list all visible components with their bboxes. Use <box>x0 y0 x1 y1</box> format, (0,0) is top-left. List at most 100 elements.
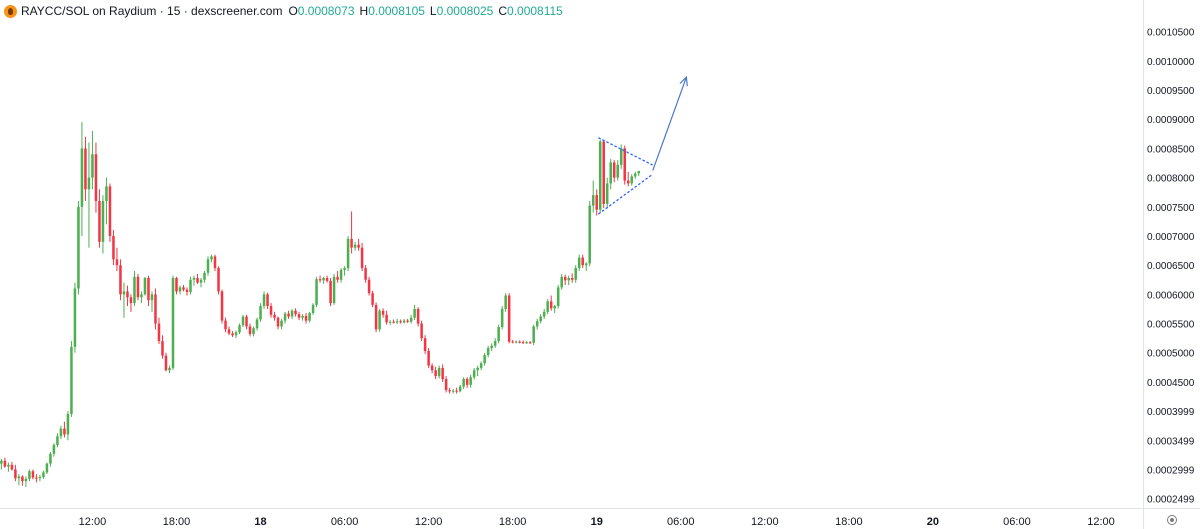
candle-body <box>168 367 171 371</box>
candle-up <box>497 324 500 344</box>
candle-up <box>378 308 381 332</box>
candle-down <box>357 238 360 251</box>
token-logo-icon <box>4 4 17 18</box>
candle-down <box>108 183 112 242</box>
candle-body <box>49 453 52 464</box>
candle-up <box>87 142 91 248</box>
candle-up <box>91 130 94 190</box>
candle-body <box>234 332 238 336</box>
candle-body <box>189 279 192 293</box>
candle-up <box>591 180 595 213</box>
candle-body <box>455 390 458 392</box>
candle-body <box>70 346 73 415</box>
candle-down <box>455 387 458 394</box>
candle-body <box>637 170 640 174</box>
candle-up <box>458 384 462 393</box>
candle-body <box>409 317 413 322</box>
candle-body <box>150 294 154 301</box>
candle-body <box>570 278 574 280</box>
candle-down <box>360 242 364 272</box>
candle-body <box>500 308 504 328</box>
symbol-title[interactable]: RAYCC/SOL on Raydium · 15 · dexscreener.… <box>21 4 283 18</box>
candle-down <box>511 339 514 344</box>
candle-up <box>609 158 612 190</box>
candle-up <box>168 365 171 374</box>
time-tick-label: 18:00 <box>835 516 863 528</box>
candle-body <box>80 148 84 207</box>
candle-body <box>504 295 507 309</box>
candle-body <box>56 436 59 445</box>
candle-body <box>535 321 539 327</box>
chart-settings-icon[interactable] <box>1167 515 1177 525</box>
candle-body <box>262 294 266 307</box>
candle-down <box>448 387 451 394</box>
candle-up <box>283 311 287 324</box>
time-tick-label: 12:00 <box>751 516 779 528</box>
candle-down <box>220 289 224 324</box>
candle-body <box>605 183 609 204</box>
candle-body <box>609 162 612 184</box>
candle-body <box>217 268 220 292</box>
candle-up <box>308 311 311 323</box>
candle-up <box>259 303 262 322</box>
candle-body <box>63 428 66 435</box>
price-tick-label: 0.0010000 <box>1147 57 1195 68</box>
candle-body <box>143 278 147 295</box>
triangle-trendline[interactable] <box>598 174 653 215</box>
candle-body <box>241 316 245 326</box>
candle-up <box>252 326 255 337</box>
candle-body <box>315 279 318 305</box>
candle-body <box>31 471 35 478</box>
candle-body <box>626 180 630 184</box>
candle-up <box>28 469 31 482</box>
candle-down <box>112 230 115 266</box>
price-axis[interactable]: 0.0010500 0.0010000 0.0009500 0.0009000 0.00… <box>1147 28 1195 506</box>
candle-up <box>437 365 441 379</box>
candle-body <box>444 378 448 391</box>
candle-body <box>567 278 570 281</box>
candle-down <box>147 275 150 307</box>
price-tick-label: 0.0002999 <box>1147 465 1195 476</box>
candle-down <box>318 275 322 283</box>
candle-up <box>280 318 283 330</box>
candle-body <box>259 306 262 320</box>
price-tick-label: 0.0007500 <box>1147 203 1195 214</box>
candle-up <box>486 345 490 358</box>
price-tick-label: 0.0007000 <box>1147 232 1195 243</box>
candle-up <box>469 374 472 388</box>
candle-body <box>147 278 150 301</box>
candle-body <box>294 310 297 315</box>
candle-up <box>80 122 84 236</box>
candle-body <box>66 414 70 435</box>
candle-down <box>570 273 574 283</box>
candle-body <box>483 355 486 364</box>
candle-up <box>539 314 542 324</box>
candle-body <box>521 342 525 344</box>
trend-drawings[interactable] <box>598 75 688 215</box>
candle-body <box>318 279 322 281</box>
price-tick-label: 0.0004500 <box>1147 378 1195 389</box>
high-label: H <box>359 4 369 18</box>
candle-up <box>402 318 406 324</box>
candle-body <box>87 177 91 190</box>
candle-up <box>535 318 539 330</box>
candle-down <box>563 274 567 286</box>
candle-body <box>0 460 3 464</box>
breakout-arrow[interactable] <box>652 77 687 171</box>
candle-down <box>31 469 35 480</box>
candle-body <box>633 173 637 177</box>
time-axis[interactable]: 12:00 18:00 18 06:00 12:00 18:00 19 06:00 12:00 1… <box>79 516 1115 528</box>
candle-body <box>133 276 136 304</box>
candle-up <box>178 285 182 295</box>
candle-body <box>126 291 129 298</box>
candle-body <box>140 294 143 298</box>
candle-body <box>406 320 409 322</box>
candle-up <box>17 474 21 486</box>
triangle-trendline[interactable] <box>598 137 653 166</box>
candle-down <box>14 464 17 482</box>
candle-up <box>532 324 535 346</box>
candle-body <box>357 244 360 248</box>
candle-body <box>91 154 94 178</box>
candle-up <box>52 443 56 457</box>
